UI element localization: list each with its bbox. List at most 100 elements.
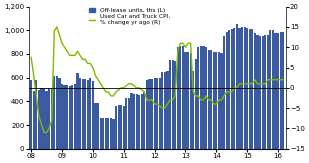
Bar [267,35,269,149]
Bar [82,79,84,149]
Bar [69,86,71,149]
Bar [112,119,115,149]
Bar [33,91,35,149]
Bar [215,52,218,149]
Bar [231,29,233,149]
Bar [35,80,37,149]
Bar [89,78,91,149]
Bar [43,88,45,149]
Bar [115,106,117,149]
Bar [239,28,241,149]
Bar [120,105,122,149]
Bar [123,106,125,149]
Bar [202,46,205,149]
Bar [171,60,174,149]
Bar [233,28,235,149]
Bar [277,33,279,149]
Bar [256,35,259,149]
Bar [195,59,197,149]
Bar [246,28,248,149]
Bar [107,118,109,149]
Bar [143,92,146,149]
Bar [128,98,130,149]
Bar [187,52,189,149]
Bar [48,88,50,149]
Bar [213,52,215,149]
Bar [179,46,181,149]
Bar [218,52,220,149]
Bar [161,72,163,149]
Bar [280,31,282,149]
Bar [79,78,81,149]
Bar [254,33,256,149]
Bar [105,118,107,149]
Bar [61,84,63,149]
Bar [159,78,161,149]
Bar [169,60,171,149]
Bar [228,30,230,149]
Bar [274,33,277,149]
Bar [226,31,228,149]
Bar [261,36,264,149]
Bar [177,47,179,149]
Bar [51,88,53,149]
Bar [210,51,212,149]
Bar [184,52,187,149]
Bar [282,31,284,149]
Bar [146,80,148,149]
Bar [74,84,76,149]
Bar [40,88,43,149]
Bar [259,36,261,149]
Bar [236,24,238,149]
Bar [99,118,102,149]
Bar [249,29,251,149]
Bar [58,78,61,149]
Bar [45,91,48,149]
Bar [92,81,94,149]
Bar [156,78,158,149]
Bar [53,76,55,149]
Bar [272,30,274,149]
Bar [97,103,99,149]
Bar [110,118,112,149]
Bar [251,29,253,149]
Bar [133,94,135,149]
Bar [164,72,166,149]
Bar [174,61,176,149]
Legend: Off-lease units, ths (L), Used Car and Truck CPI,
% change yr ago (R): Off-lease units, ths (L), Used Car and T… [88,7,171,26]
Bar [205,47,207,149]
Bar [189,53,192,149]
Bar [38,89,40,149]
Bar [269,30,271,149]
Bar [87,80,89,149]
Bar [154,78,156,149]
Bar [166,71,169,149]
Bar [117,105,120,149]
Bar [94,103,96,149]
Bar [264,35,266,149]
Bar [200,46,202,149]
Bar [220,53,222,149]
Bar [130,93,133,149]
Bar [151,79,153,149]
Bar [66,85,68,149]
Bar [243,27,246,149]
Bar [136,94,138,149]
Bar [148,79,150,149]
Bar [138,95,140,149]
Bar [182,46,184,149]
Bar [30,80,32,149]
Bar [141,94,143,149]
Bar [241,27,243,149]
Bar [56,76,58,149]
Bar [71,85,74,149]
Bar [197,47,199,149]
Bar [102,118,104,149]
Bar [125,98,127,149]
Bar [223,36,225,149]
Bar [76,73,78,149]
Bar [63,85,66,149]
Bar [192,71,194,149]
Bar [208,51,210,149]
Bar [84,79,86,149]
